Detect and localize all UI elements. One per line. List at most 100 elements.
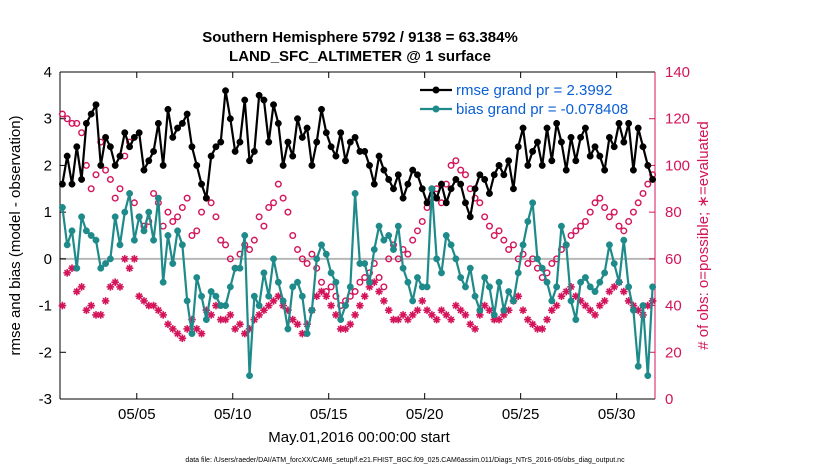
bias-point <box>639 302 647 310</box>
rmse-point <box>466 213 474 221</box>
possible-obs-marker <box>629 208 637 216</box>
possible-obs-marker <box>174 213 182 221</box>
bias-point <box>524 218 532 225</box>
y-right-tick-label: 60 <box>665 251 682 268</box>
possible-obs-marker <box>409 236 417 244</box>
rmse-point <box>442 199 450 207</box>
rmse-point <box>178 119 186 127</box>
possible-obs-marker <box>298 255 306 263</box>
legend-label: bias grand pr = -0.078408 <box>456 101 628 118</box>
evaluated-obs-marker <box>596 301 604 310</box>
rmse-point <box>370 180 378 188</box>
bias-point <box>634 362 642 370</box>
rmse-point <box>140 166 148 174</box>
evaluated-obs-marker <box>336 325 345 333</box>
bias-point <box>433 255 441 263</box>
bias-point <box>538 264 546 272</box>
rmse-point <box>308 161 316 169</box>
evaluated-obs-marker <box>207 311 215 319</box>
rmse-point <box>553 119 561 127</box>
y-axis-label-left: rmse and bias (model - observation) <box>7 115 24 355</box>
bias-point <box>284 325 292 333</box>
rmse-point <box>490 171 498 179</box>
possible-obs-marker <box>413 227 421 235</box>
bias-point <box>102 260 110 267</box>
possible-obs-marker <box>246 246 254 254</box>
evaluated-obs-marker <box>610 283 619 291</box>
bias-point <box>222 302 229 310</box>
bias-point <box>514 269 522 277</box>
y-right-tick-label: 140 <box>665 64 690 81</box>
bias-point <box>481 274 489 281</box>
evaluated-obs-marker <box>68 264 76 272</box>
chart-subtitle: LAND_SFC_ALTIMETER @ 1 surface <box>229 48 491 65</box>
bias-point <box>452 255 460 263</box>
possible-obs-marker <box>509 241 517 249</box>
evaluated-obs-marker <box>413 306 422 315</box>
bias-point <box>279 297 287 305</box>
rmse-point <box>212 143 220 151</box>
y-left-tick-label: -1 <box>39 298 52 315</box>
possible-obs-marker <box>318 278 326 286</box>
rmse-point <box>241 96 249 104</box>
bias-point <box>298 292 306 300</box>
evaluated-obs-marker <box>164 320 172 329</box>
evaluated-obs-marker <box>538 325 547 333</box>
bias-point <box>313 255 321 263</box>
bias-point <box>92 236 100 244</box>
bias-point <box>462 283 469 291</box>
rmse-point <box>505 157 513 165</box>
rmse-point <box>409 166 417 174</box>
possible-obs-marker <box>226 255 234 263</box>
possible-obs-marker <box>380 283 388 291</box>
bias-point <box>567 297 575 305</box>
bias-point <box>130 236 138 244</box>
possible-obs-marker <box>596 194 604 202</box>
bias-point <box>82 227 90 235</box>
evaluated-obs-marker <box>480 301 489 310</box>
bias-point <box>135 213 143 221</box>
rmse-point <box>250 147 258 155</box>
evaluated-obs-marker <box>226 311 235 319</box>
rmse-point <box>289 152 297 160</box>
rmse-point <box>246 157 253 165</box>
possible-obs-marker <box>164 208 172 216</box>
bias-point <box>207 288 215 296</box>
evaluated-obs-marker <box>96 311 105 319</box>
possible-obs-marker <box>586 208 594 216</box>
rmse-point <box>68 180 76 188</box>
rmse-point <box>337 129 345 137</box>
rmse-point <box>476 171 484 179</box>
rmse-point <box>327 143 335 151</box>
possible-obs-marker <box>68 119 76 127</box>
evaluated-obs-marker <box>399 311 407 319</box>
bias-point <box>486 283 493 291</box>
possible-obs-marker <box>548 260 556 268</box>
bias-point <box>270 255 277 263</box>
rmse-point <box>529 147 537 155</box>
bias-point <box>337 316 345 324</box>
rmse-point <box>557 138 565 146</box>
y-left-tick-label: -3 <box>39 391 52 408</box>
bias-point <box>212 292 220 300</box>
bias-point <box>198 292 206 300</box>
bias-point <box>562 241 570 249</box>
legend-label: rmse grand pr = 2.3992 <box>456 82 612 99</box>
rmse-point <box>222 87 229 95</box>
bias-point <box>361 260 369 267</box>
bias-point <box>303 330 311 338</box>
rmse-point <box>629 166 637 174</box>
possible-obs-marker <box>260 222 268 230</box>
possible-obs-marker <box>178 203 186 211</box>
evaluated-obs-marker <box>197 329 206 338</box>
possible-obs-marker <box>524 260 532 268</box>
rmse-point <box>58 180 66 188</box>
bias-point <box>490 311 498 319</box>
bias-point <box>178 241 186 249</box>
y-right-tick-label: 0 <box>665 391 673 408</box>
evaluated-obs-marker <box>620 287 628 296</box>
possible-obs-marker <box>58 110 66 118</box>
evaluated-obs-marker <box>183 325 191 333</box>
bias-point <box>581 274 589 281</box>
x-tick-label: 05/15 <box>310 406 348 423</box>
